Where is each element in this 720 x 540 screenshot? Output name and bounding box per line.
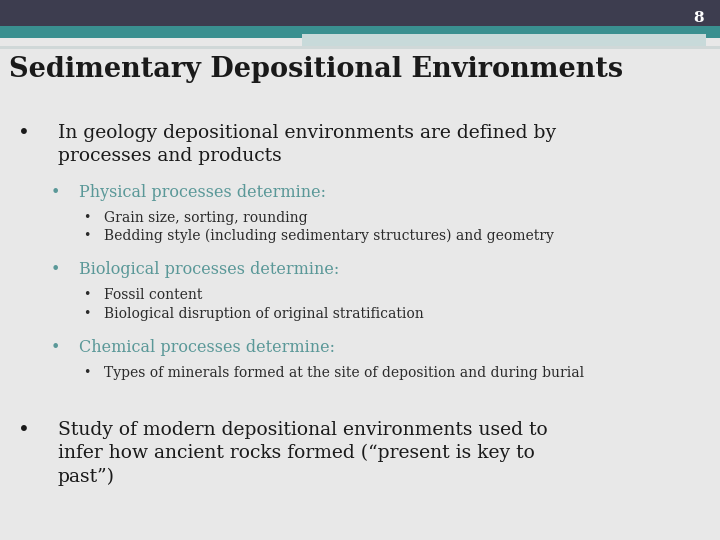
Text: Fossil content: Fossil content (104, 288, 203, 302)
Text: •: • (83, 229, 90, 242)
Text: •: • (50, 339, 60, 356)
Text: •: • (83, 366, 90, 379)
Text: Biological processes determine:: Biological processes determine: (79, 261, 339, 278)
Bar (302, 34, 706, 46)
Text: Physical processes determine:: Physical processes determine: (79, 184, 326, 200)
Text: •: • (18, 124, 30, 143)
Text: Sedimentary Depositional Environments: Sedimentary Depositional Environments (9, 56, 623, 83)
Text: Bedding style (including sedimentary structures) and geometry: Bedding style (including sedimentary str… (104, 229, 554, 244)
Bar (0, 46, 720, 49)
Text: Grain size, sorting, rounding: Grain size, sorting, rounding (104, 211, 308, 225)
Text: •: • (50, 261, 60, 278)
Bar (0, 26, 720, 38)
Text: In geology depositional environments are defined by
processes and products: In geology depositional environments are… (58, 124, 556, 165)
Text: Types of minerals formed at the site of deposition and during burial: Types of minerals formed at the site of … (104, 366, 585, 380)
Text: •: • (18, 421, 30, 440)
Text: Chemical processes determine:: Chemical processes determine: (79, 339, 336, 356)
Text: •: • (83, 288, 90, 301)
Text: •: • (50, 184, 60, 200)
Text: •: • (83, 211, 90, 224)
Text: Biological disruption of original stratification: Biological disruption of original strati… (104, 307, 424, 321)
Text: Study of modern depositional environments used to
infer how ancient rocks formed: Study of modern depositional environment… (58, 421, 547, 485)
Bar (0, 0, 720, 26)
Text: •: • (83, 307, 90, 320)
Text: 8: 8 (693, 11, 704, 25)
